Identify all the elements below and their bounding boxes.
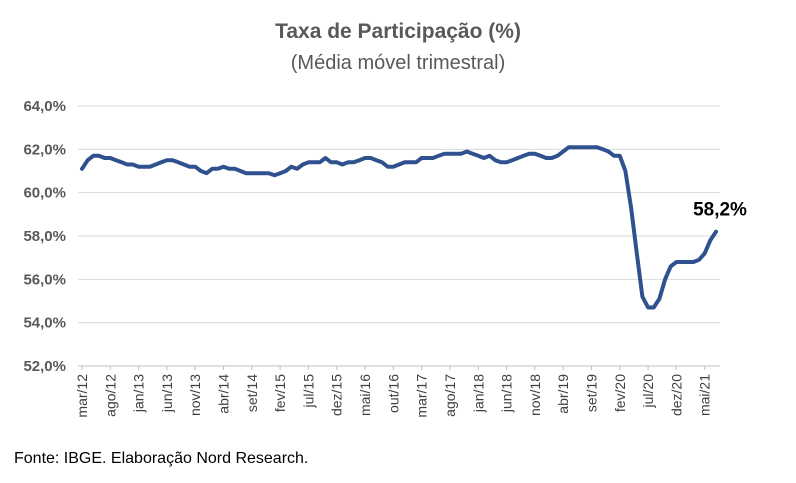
x-tick-label: ago/12 <box>102 374 118 417</box>
end-value-label: 58,2% <box>693 200 747 221</box>
x-tick-label: dez/20 <box>668 374 684 416</box>
x-tick-label: out/16 <box>385 374 401 413</box>
x-tick-label: jan/18 <box>470 374 486 413</box>
y-tick-label: 54,0% <box>23 315 66 332</box>
x-tick-label: mai/21 <box>697 374 713 416</box>
source-note: Fonte: IBGE. Elaboração Nord Research. <box>14 450 309 467</box>
chart-subtitle: (Média móvel trimestral) <box>290 52 506 74</box>
y-axis: 52,0% 54,0% 56,0% 58,0% 60,0% 62,0% 64,0% <box>23 98 66 375</box>
x-tick-label: jun/13 <box>159 374 175 413</box>
x-axis: mar/12 ago/12 jan/13 jun/13 nov/13 abr/14 set/… <box>74 366 713 418</box>
x-tick-label: jul/20 <box>640 374 656 409</box>
x-tick-label: fev/15 <box>272 374 288 412</box>
series-layer <box>80 145 718 310</box>
x-tick-label: jan/13 <box>131 374 147 413</box>
x-tick-label: ago/17 <box>442 374 458 417</box>
x-tick-label: abr/19 <box>555 374 571 414</box>
x-tick-label: nov/13 <box>187 374 203 416</box>
y-tick-label: 64,0% <box>23 98 66 115</box>
x-tick-label: jun/18 <box>499 374 515 413</box>
x-tick-label: mar/17 <box>414 374 430 418</box>
y-tick-label: 60,0% <box>23 185 66 202</box>
x-tick-label: set/19 <box>583 374 599 412</box>
x-tick-label: jul/15 <box>300 374 316 409</box>
y-tick-label: 62,0% <box>23 141 66 158</box>
x-tick-label: fev/20 <box>612 374 628 412</box>
y-tick-label: 52,0% <box>23 358 66 375</box>
y-tick-label: 56,0% <box>23 271 66 288</box>
x-tick-label: set/14 <box>244 374 260 412</box>
x-tick-label: dez/15 <box>329 374 345 416</box>
x-tick-label: nov/18 <box>527 374 543 416</box>
gridlines <box>78 105 720 367</box>
x-tick-label: abr/14 <box>216 374 232 414</box>
y-tick-label: 58,0% <box>23 228 66 245</box>
chart-title: Taxa de Participação (%) <box>275 20 521 43</box>
x-tick-label: mar/12 <box>74 374 90 418</box>
x-tick-label: mai/16 <box>357 374 373 416</box>
series-line <box>80 145 718 310</box>
